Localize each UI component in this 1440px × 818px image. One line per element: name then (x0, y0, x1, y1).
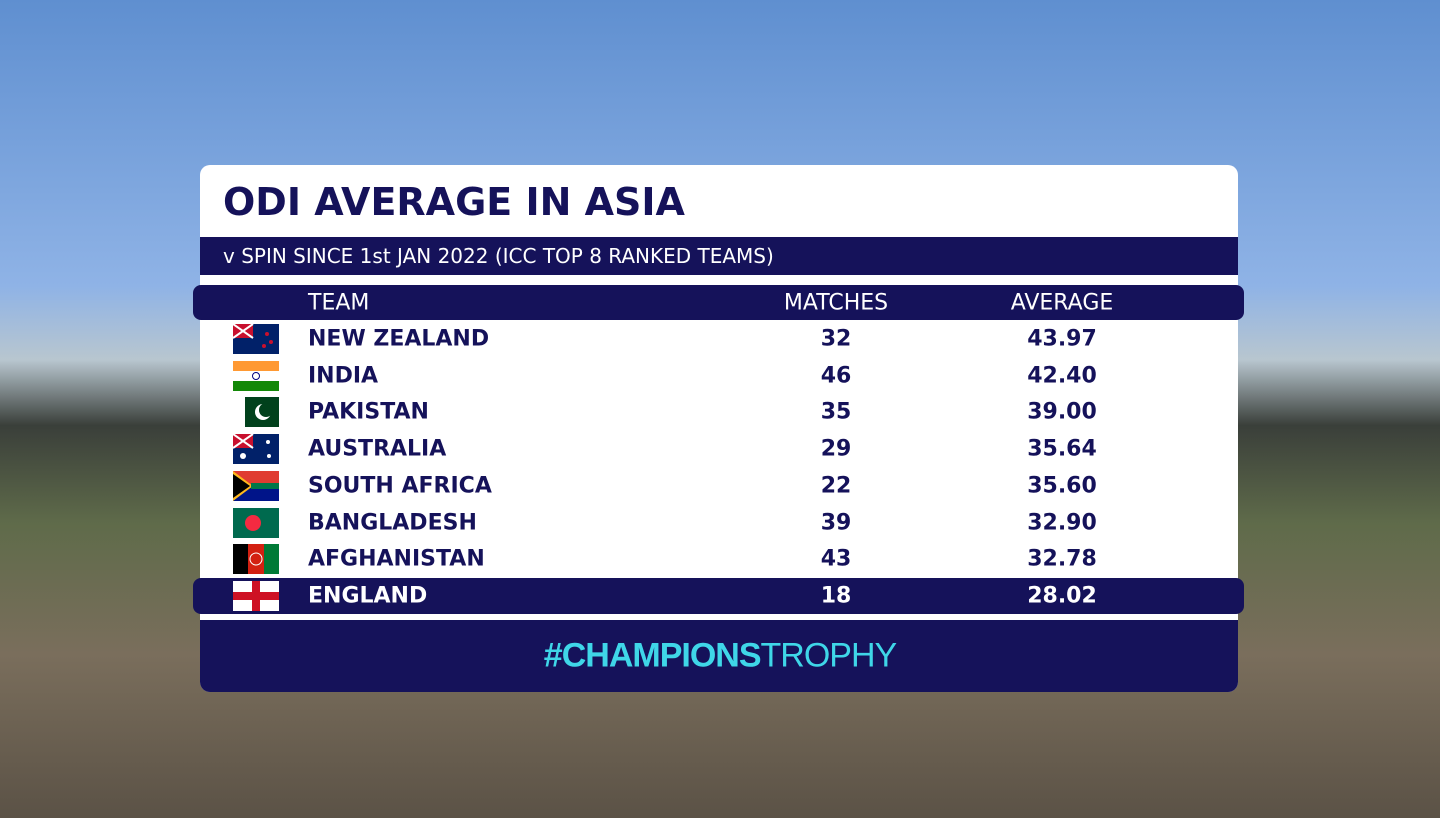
team-name: PAKISTAN (308, 399, 429, 425)
average: 42.40 (1027, 363, 1097, 389)
flag (233, 544, 279, 575)
column-header: MATCHES (783, 290, 889, 316)
average: 39.00 (1027, 399, 1097, 425)
team-name: BANGLADESH (308, 510, 477, 535)
flag (232, 323, 279, 354)
average: 35.60 (1027, 473, 1097, 499)
team-name: SOUTH AFRICA (308, 473, 492, 499)
flag (233, 507, 279, 538)
team-name: INDIA (308, 363, 379, 389)
team-name: AFGHANISTAN (308, 546, 485, 572)
flag-icon (233, 470, 279, 501)
average: 32.90 (1027, 510, 1097, 535)
flag-icon (233, 360, 279, 391)
flag (233, 580, 279, 611)
average: 35.64 (1027, 436, 1097, 462)
matches: 39 (820, 510, 852, 535)
flag (232, 433, 279, 465)
hashtag: #CHAMPIONSTROPHY (543, 636, 898, 676)
team-name: ENGLAND (308, 583, 428, 609)
flag (233, 470, 279, 501)
average: 32.78 (1027, 546, 1097, 572)
column-header: TEAM (308, 290, 370, 316)
flag-icon (233, 580, 279, 611)
flag-icon (232, 433, 279, 465)
hashtag-light: TROPHY (760, 636, 898, 675)
flag (233, 397, 279, 428)
flag (233, 360, 279, 391)
header-row (193, 285, 1244, 320)
matches: 32 (820, 326, 852, 352)
average: 28.02 (1027, 583, 1097, 609)
subtitle-bar (200, 237, 1238, 275)
flag-icon (233, 507, 279, 538)
matches: 43 (820, 546, 852, 572)
flag-icon (233, 397, 279, 428)
matches: 18 (820, 583, 852, 609)
footer-bar (200, 620, 1238, 692)
team-name: AUSTRALIA (308, 436, 447, 462)
hashtag-bold: #CHAMPIONS (543, 636, 762, 675)
flag-icon (232, 323, 279, 354)
average: 43.97 (1027, 326, 1097, 352)
highlight-row (193, 578, 1244, 614)
subtitle: v SPIN SINCE 1st JAN 2022 (ICC TOP 8 RAN… (223, 244, 774, 268)
flag-icon (233, 544, 279, 575)
matches: 46 (820, 363, 852, 389)
column-header: AVERAGE (1010, 290, 1114, 316)
matches: 35 (820, 399, 852, 425)
team-name: NEW ZEALAND (308, 326, 490, 352)
title: ODI AVERAGE IN ASIA (223, 180, 685, 224)
matches: 22 (820, 473, 852, 499)
matches: 29 (820, 436, 852, 462)
